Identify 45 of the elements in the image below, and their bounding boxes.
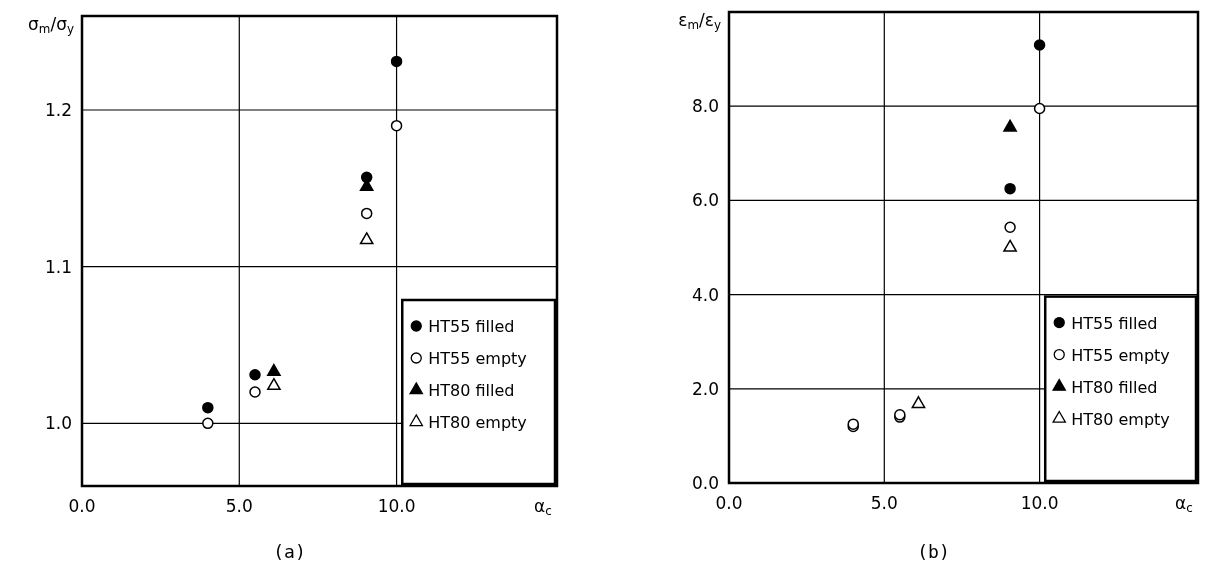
y-tick-label: 1.2 xyxy=(44,100,72,120)
text: (a) xyxy=(273,541,306,562)
legend-label: HT80 empty xyxy=(1071,409,1170,429)
legend-label: HT55 filled xyxy=(1071,313,1158,333)
point xyxy=(390,119,403,132)
y-axis-title: ε$_{m}$/ε$_{y}$ xyxy=(678,10,721,32)
y-tick-label: 1.1 xyxy=(44,256,72,277)
point xyxy=(1004,182,1016,195)
y-tick-label: 1.0 xyxy=(44,413,72,434)
x-tick-label: 10.0 xyxy=(377,496,416,516)
point xyxy=(249,386,261,398)
point xyxy=(1003,239,1017,252)
legend-label: HT80 empty xyxy=(428,413,527,432)
x-axis-title: α$_{c}$ xyxy=(1175,493,1193,515)
point xyxy=(1004,221,1016,233)
x-tick-label: 5.0 xyxy=(870,493,898,513)
point xyxy=(359,232,374,245)
point xyxy=(1003,119,1017,132)
point xyxy=(1033,102,1046,115)
point xyxy=(249,369,261,381)
point xyxy=(267,377,281,391)
x-tick-label: 5.0 xyxy=(225,496,253,516)
point xyxy=(202,417,214,430)
x-tick-label: 0.0 xyxy=(68,496,96,516)
legend-label: HT55 empty xyxy=(1071,345,1170,365)
point xyxy=(390,55,403,68)
y-tick-label: 4.0 xyxy=(691,284,719,305)
y-tick-label: 2.0 xyxy=(691,378,719,399)
y-tick-label: 0.0 xyxy=(691,473,719,493)
y-tick-label: 6.0 xyxy=(691,190,719,211)
legend-label: HT80 filled xyxy=(1071,377,1158,397)
text: (b) xyxy=(917,541,950,562)
x-tick-label: 0.0 xyxy=(715,493,743,513)
x-axis-title: α$_{c}$ xyxy=(534,496,552,518)
y-tick-label: 8.0 xyxy=(691,96,719,117)
point xyxy=(360,207,373,220)
legend-label: HT55 empty xyxy=(428,349,527,368)
legend-label: HT80 filled xyxy=(428,381,515,400)
point xyxy=(267,363,281,376)
legend-label: HT55 filled xyxy=(428,317,515,336)
point xyxy=(911,396,926,409)
y-axis-title: σ$_{m}$/σ$_{y}$ xyxy=(28,14,74,36)
x-tick-label: 10.0 xyxy=(1020,493,1059,513)
point xyxy=(202,401,214,414)
point xyxy=(1033,39,1046,51)
